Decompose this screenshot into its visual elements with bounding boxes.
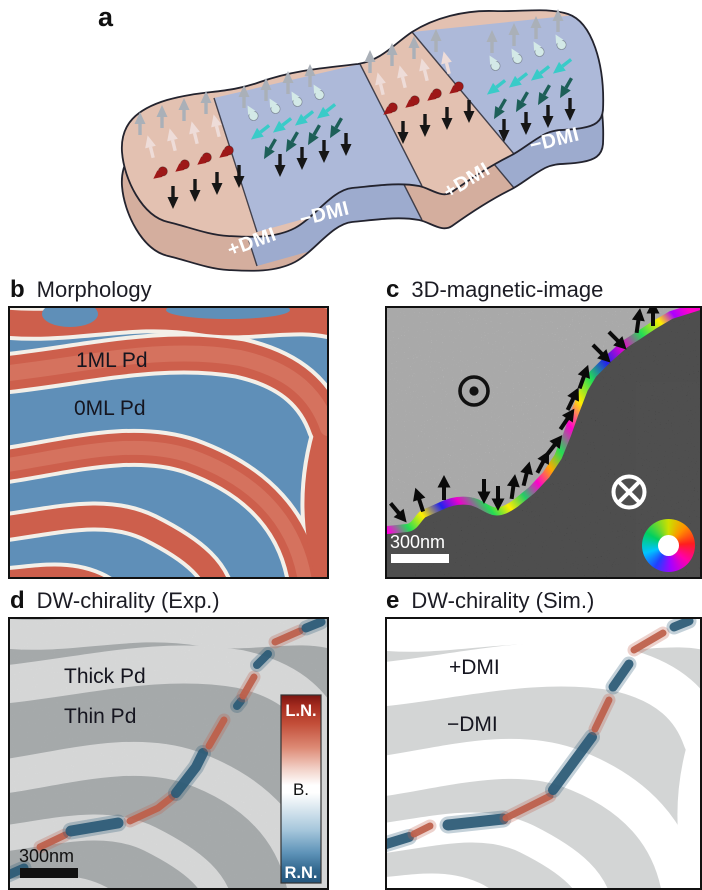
- panel-d-header: d DW-chirality (Exp.): [10, 587, 220, 615]
- colorbar-label-rn: R.N.: [285, 864, 318, 882]
- annotation-minus-dmi: −DMI: [447, 713, 498, 736]
- panel-e-header: e DW-chirality (Sim.): [386, 587, 594, 615]
- panel-c-image: 300nm: [385, 306, 702, 579]
- wall-direction-arrows: [389, 308, 660, 523]
- panel-c-header: c 3D-magnetic-image: [386, 276, 603, 304]
- panel-c-title: 3D-magnetic-image: [411, 277, 604, 302]
- panel-d-title: DW-chirality (Exp.): [36, 588, 220, 613]
- panel-d-image: Thick Pd Thin Pd L.N. B. R.N. 300nm: [8, 617, 329, 890]
- panel-b-letter: b: [10, 276, 25, 303]
- out-of-plane-icon: [458, 375, 490, 407]
- panel-b-header: b Morphology: [10, 276, 152, 304]
- annotation-plus-dmi: +DMI: [449, 656, 500, 679]
- panel-d-letter: d: [10, 587, 25, 614]
- annotation-0ml-pd: 0ML Pd: [74, 397, 146, 420]
- panel-a-label: a: [98, 2, 114, 32]
- panel-b-image: 1ML Pd 0ML Pd: [8, 306, 329, 579]
- colorbar-label-b: B.: [293, 780, 309, 799]
- panel-c-letter: c: [386, 276, 400, 303]
- scale-bar-c: [391, 554, 449, 563]
- dw-chain-sim: [387, 619, 697, 853]
- scale-bar-d: [20, 868, 78, 878]
- annotation-1ml-pd: 1ML Pd: [76, 349, 148, 372]
- spin-arrows: [134, 9, 576, 209]
- annotation-thick-pd: Thick Pd: [64, 665, 146, 688]
- chirality-colorbar: L.N. B. R.N.: [280, 694, 322, 884]
- colorbar-label-ln: L.N.: [285, 702, 316, 720]
- into-plane-icon: [611, 474, 647, 510]
- scale-bar-label-d: 300nm: [19, 846, 74, 866]
- color-wheel-icon: [642, 519, 695, 572]
- panel-e-title: DW-chirality (Sim.): [411, 588, 595, 613]
- annotation-thin-pd: Thin Pd: [64, 705, 136, 728]
- panel-a-illustration: +DMI −DMI +DMI −DMI: [121, 9, 605, 272]
- panel-e-image: +DMI −DMI: [385, 617, 702, 890]
- panel-b-title: Morphology: [36, 277, 152, 302]
- scale-bar-label-c: 300nm: [390, 532, 445, 552]
- panel-e-letter: e: [386, 587, 400, 614]
